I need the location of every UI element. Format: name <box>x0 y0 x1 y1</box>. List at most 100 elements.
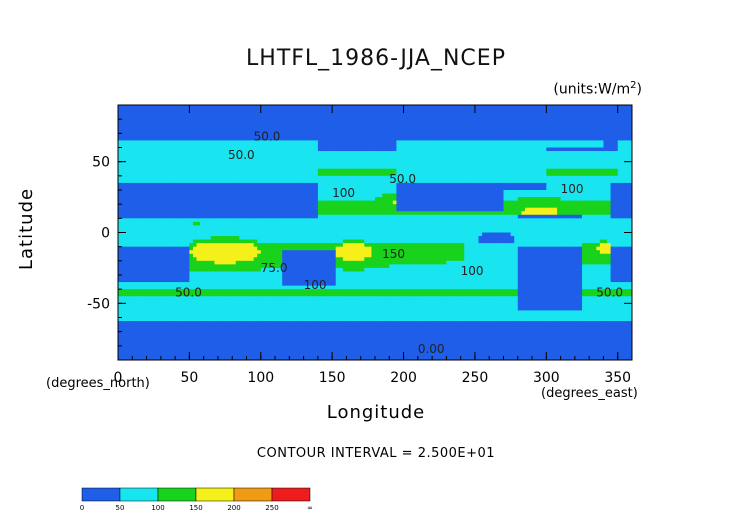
heatmap-cell <box>542 193 547 198</box>
heatmap-cell <box>571 119 576 124</box>
heatmap-cell <box>207 186 212 191</box>
heatmap-cell <box>235 158 240 163</box>
heatmap-cell <box>446 108 451 113</box>
heatmap-cell <box>192 168 198 173</box>
heatmap-cell <box>371 161 376 166</box>
heatmap-cell <box>482 119 487 124</box>
heatmap-cell <box>307 140 312 145</box>
heatmap-cell <box>132 225 137 230</box>
heatmap-cell <box>367 175 373 180</box>
heatmap-cell <box>378 108 383 113</box>
heatmap-cell <box>507 197 512 202</box>
heatmap-cell <box>310 168 315 173</box>
heatmap-cell <box>499 214 505 219</box>
heatmap-cell <box>382 225 387 230</box>
heatmap-cell <box>589 129 594 134</box>
heatmap-cell <box>421 172 426 177</box>
heatmap-cell <box>424 143 430 149</box>
heatmap-cell <box>260 154 265 159</box>
heatmap-cell <box>192 154 198 159</box>
heatmap-cell <box>121 221 126 227</box>
heatmap-cell <box>321 136 326 142</box>
heatmap-cell <box>289 175 294 180</box>
heatmap-cell <box>253 175 258 180</box>
heatmap-cell <box>510 172 515 177</box>
heatmap-cell <box>139 168 144 173</box>
heatmap-cell <box>257 175 262 180</box>
heatmap-cell <box>457 221 462 227</box>
heatmap-cell <box>203 175 208 180</box>
heatmap-cell <box>599 105 605 110</box>
heatmap-cell <box>378 133 383 138</box>
heatmap-cell <box>378 140 383 145</box>
heatmap-cell <box>624 161 630 166</box>
heatmap-cell <box>214 105 219 110</box>
heatmap-cell <box>125 108 130 113</box>
heatmap-cell <box>257 136 262 142</box>
heatmap-cell <box>578 221 583 227</box>
heatmap-cell <box>464 182 469 188</box>
heatmap-cell <box>528 200 533 205</box>
heatmap-cell <box>532 175 537 180</box>
heatmap-cell <box>300 186 305 191</box>
heatmap-cell <box>285 193 290 198</box>
heatmap-cell <box>278 165 283 170</box>
heatmap-cell <box>192 214 198 219</box>
heatmap-cell <box>521 140 526 145</box>
heatmap-cell <box>403 193 408 198</box>
heatmap-cell <box>135 225 141 230</box>
heatmap-cell <box>264 126 269 131</box>
heatmap-cell <box>371 200 376 205</box>
heatmap-cell <box>167 133 173 138</box>
heatmap-cell <box>410 172 415 177</box>
heatmap-cell <box>524 221 530 227</box>
heatmap-cell <box>371 207 376 212</box>
heatmap-cell <box>424 193 430 198</box>
heatmap-cell <box>235 136 240 142</box>
heatmap-cell <box>182 225 187 230</box>
heatmap-cell <box>549 172 555 177</box>
heatmap-cell <box>560 105 565 110</box>
heatmap-cell <box>260 112 265 117</box>
heatmap-cell <box>285 112 290 117</box>
heatmap-cell <box>328 119 333 124</box>
heatmap-cell <box>342 112 348 117</box>
heatmap-cell <box>464 136 469 142</box>
heatmap-cell <box>414 168 419 173</box>
heatmap-cell <box>607 200 612 205</box>
heatmap-cell <box>367 122 373 127</box>
heatmap-cell <box>342 190 348 195</box>
heatmap-cell <box>278 190 283 195</box>
heatmap-cell <box>335 172 340 177</box>
heatmap-cell <box>489 143 494 149</box>
heatmap-cell <box>417 175 422 180</box>
heatmap-cell <box>285 161 290 166</box>
heatmap-cell <box>307 112 312 117</box>
heatmap-cell <box>260 133 265 138</box>
heatmap-cell <box>382 204 387 209</box>
heatmap-cell <box>310 136 315 142</box>
heatmap-cell <box>303 115 308 120</box>
heatmap-cell <box>282 133 287 138</box>
heatmap-cell <box>578 211 583 216</box>
heatmap-cell <box>353 221 358 227</box>
heatmap-cell <box>160 190 165 195</box>
heatmap-cell <box>492 143 497 149</box>
heatmap-cell <box>125 175 130 180</box>
heatmap-cell <box>557 165 562 170</box>
heatmap-cell <box>549 151 555 156</box>
heatmap-cell <box>557 197 562 202</box>
heatmap-cell <box>382 214 387 219</box>
heatmap-cell <box>157 168 162 173</box>
heatmap-cell <box>367 193 373 198</box>
heatmap-cell <box>132 207 137 212</box>
heatmap-cell <box>417 172 422 177</box>
heatmap-cell <box>196 140 201 145</box>
heatmap-cell <box>589 218 594 223</box>
heatmap-cell <box>539 112 544 117</box>
heatmap-cell <box>125 211 130 216</box>
heatmap-cell <box>303 190 308 195</box>
heatmap-cell <box>471 204 476 209</box>
heatmap-cell <box>378 214 383 219</box>
heatmap-cell <box>300 126 305 131</box>
